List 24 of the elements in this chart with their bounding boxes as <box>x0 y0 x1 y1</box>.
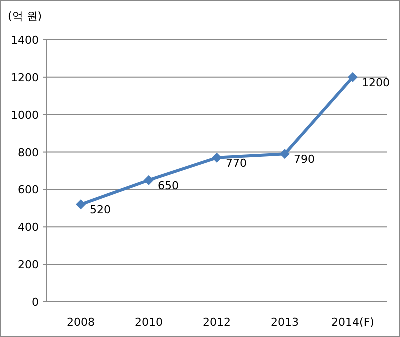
y-tick-label: 0 <box>32 296 39 309</box>
data-label: 770 <box>226 156 247 170</box>
point <box>280 149 290 160</box>
x-tick-label: 2012 <box>203 316 231 329</box>
y-tick-label: 400 <box>18 221 39 234</box>
x-tick-label: 2013 <box>271 316 299 329</box>
data-label: 520 <box>90 204 111 217</box>
y-tick-label: 800 <box>18 146 39 160</box>
y-tick-label: 1400 <box>11 34 39 47</box>
x-tick-label: 2008 <box>67 316 95 329</box>
point <box>348 72 358 82</box>
data-label: 650 <box>158 179 179 192</box>
data-label: 790 <box>294 153 315 166</box>
y-tick-label: 600 <box>18 184 39 197</box>
y-tick-label: 1200 <box>11 71 39 84</box>
y-tick-label: 1000 <box>11 108 39 122</box>
point <box>144 175 154 186</box>
x-tick-label: 2010 <box>135 316 163 329</box>
point <box>76 200 86 210</box>
y-axis-title: (억 원) <box>8 10 42 23</box>
y-tick-label: 200 <box>18 258 39 272</box>
data-label: 1200 <box>362 76 390 90</box>
point <box>212 152 222 163</box>
x-tick-label: 2014(F) <box>332 316 374 329</box>
